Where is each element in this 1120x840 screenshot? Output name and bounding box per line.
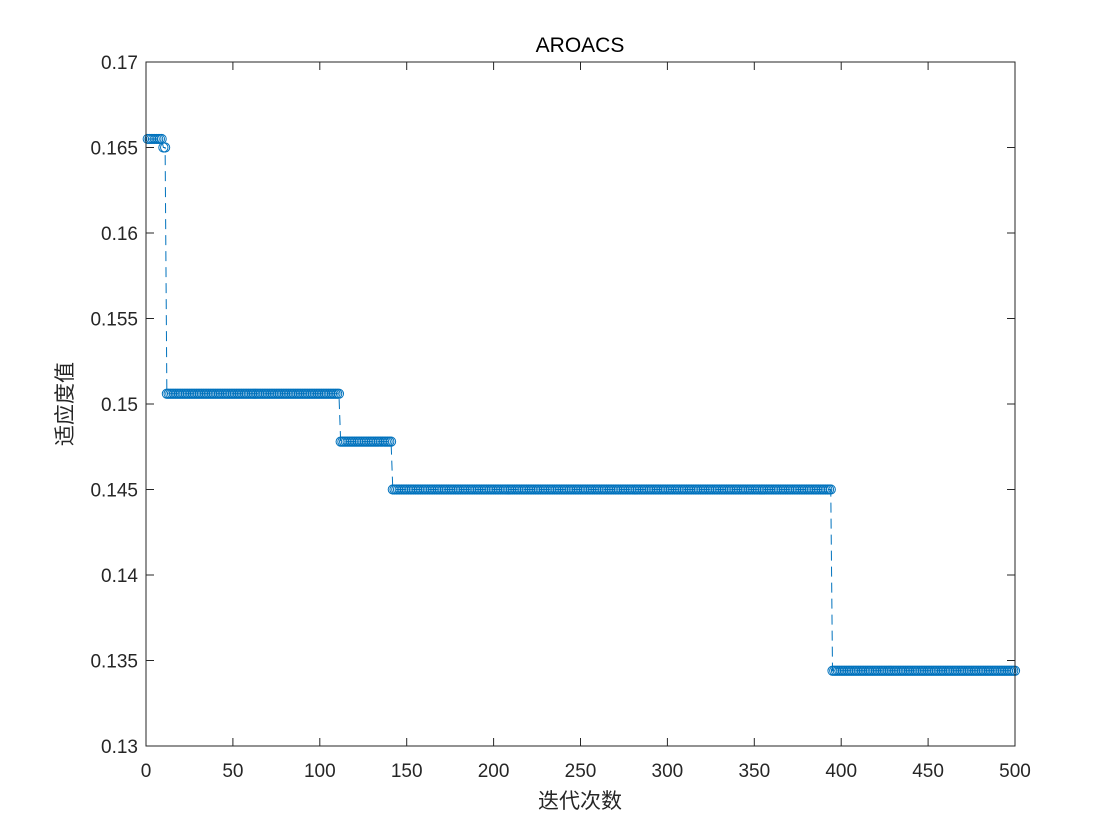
x-tick-label: 50: [222, 761, 243, 782]
y-tick-label: 0.14: [101, 566, 138, 587]
y-tick-label: 0.145: [90, 481, 138, 502]
x-tick-label: 100: [304, 761, 336, 782]
y-tick-label: 0.15: [101, 395, 138, 416]
x-tick-label: 300: [652, 761, 684, 782]
series-layer: [142, 133, 1021, 676]
x-tick-label: 500: [999, 761, 1031, 782]
y-axis-label: 适应度值: [53, 362, 77, 446]
y-tick-label: 0.17: [101, 53, 138, 74]
x-tick-label: 350: [738, 761, 770, 782]
x-tick-label: 400: [825, 761, 857, 782]
tick-layer: 0 50 100 150 200 250 300 350 400 450 500 0.13 0.135 0…: [90, 53, 1030, 782]
y-tick-label: 0.16: [101, 224, 138, 245]
x-axis-label: 迭代次数: [538, 789, 622, 813]
data-point: [385, 436, 397, 447]
y-tick-label: 0.135: [90, 652, 138, 673]
x-tick-label: 150: [391, 761, 423, 782]
x-tick-label: 200: [478, 761, 510, 782]
y-tick-label: 0.13: [101, 737, 138, 758]
plot-area: [146, 62, 1015, 746]
x-tick-label: 250: [565, 761, 597, 782]
x-tick-label: 450: [912, 761, 944, 782]
data-point: [160, 142, 171, 153]
chart-title: AROACS: [536, 34, 625, 57]
y-tick-label: 0.155: [90, 310, 138, 331]
data-point: [333, 388, 345, 399]
y-tick-label: 0.165: [90, 139, 138, 160]
x-tick-label: 0: [141, 761, 152, 782]
data-point: [825, 484, 836, 495]
